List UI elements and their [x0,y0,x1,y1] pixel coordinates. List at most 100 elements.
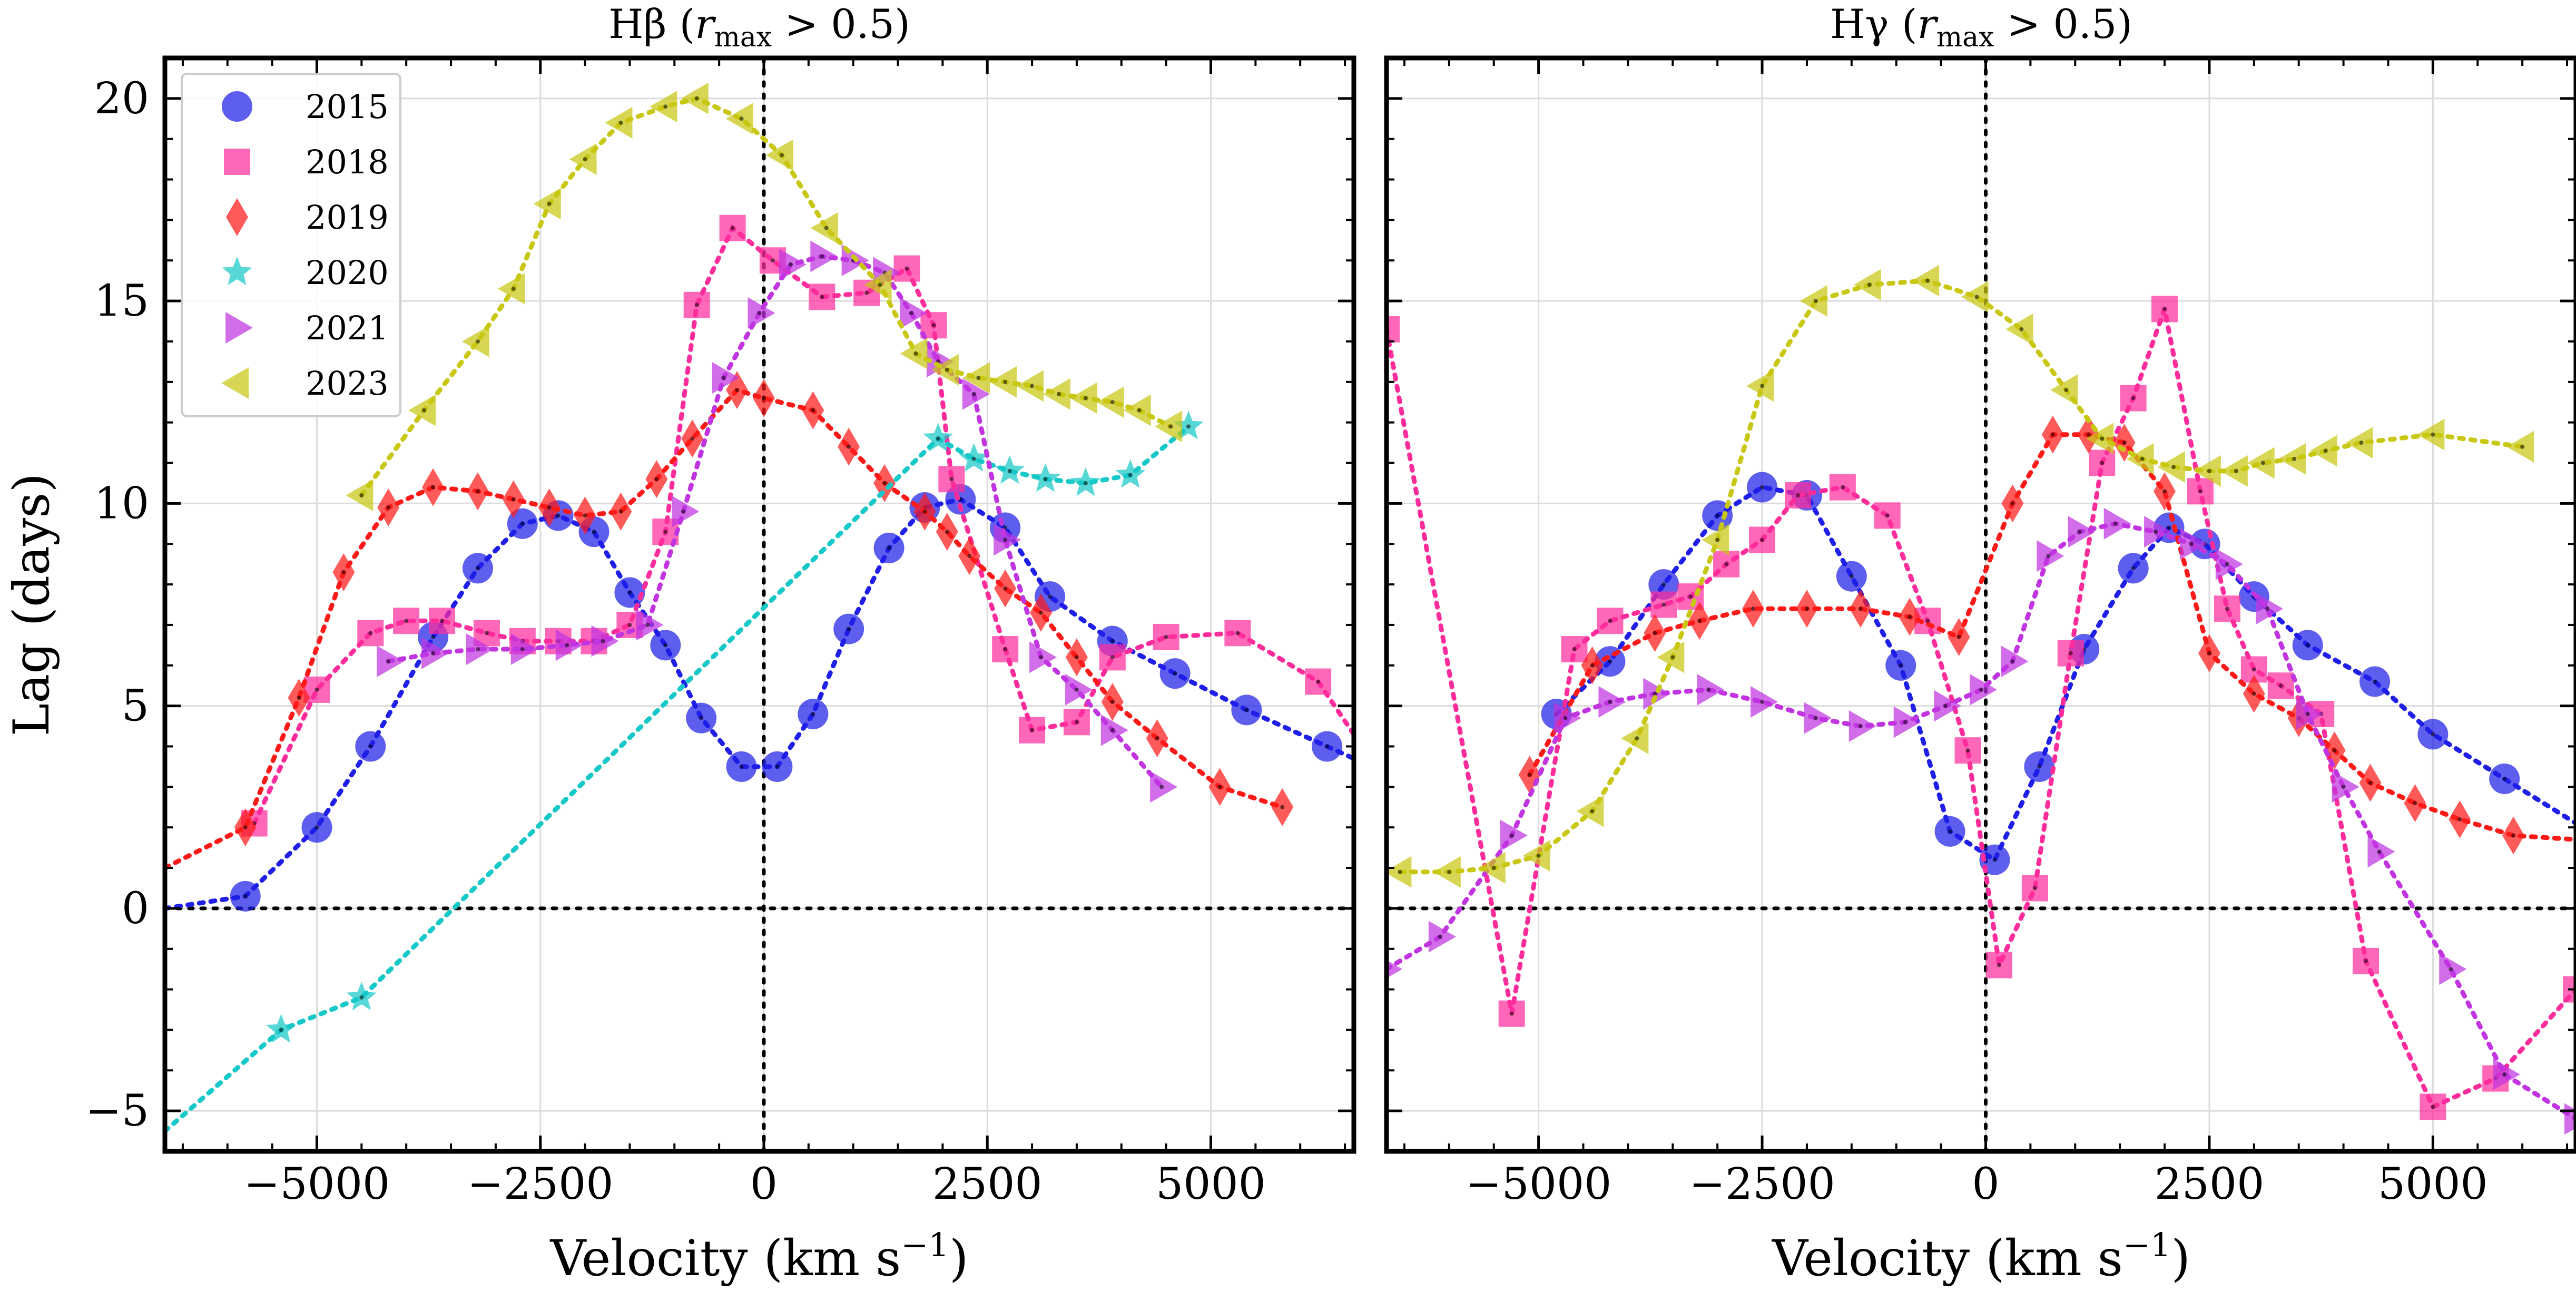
data-point-center [1074,720,1079,725]
data-point-center [1043,477,1048,482]
data-point-center [2260,461,2265,465]
panel-title-rest: > 0.5) [1994,1,2132,47]
data-point-center [1398,869,1402,874]
series-line-2018 [252,224,1354,826]
data-point-center [627,590,632,595]
data-point-center [739,116,744,121]
data-point-center [1715,537,1720,542]
data-point-center [1056,392,1061,396]
data-point-center [1447,869,1451,874]
data-point-center [386,659,391,664]
data-point-center [1688,594,1693,599]
data-point-center [2189,542,2194,546]
data-point-center [1760,485,1765,490]
legend-label-2023: 2023 [306,364,389,403]
data-point-center [847,444,851,449]
data-point-center [2251,667,2256,672]
data-point-center [1885,513,1890,518]
panel-title-r: r [695,1,716,47]
data-point-center [878,282,882,287]
data-point-center [936,436,940,441]
panel-title: Hγ (rmax > 0.5) [1830,1,2132,53]
data-point-center [1813,716,1818,720]
data-point-center [2167,525,2171,530]
legend-label-2015: 2015 [306,87,389,126]
series-line-2023 [1398,278,2525,875]
data-point-center [1956,634,1961,639]
data-point-center [922,509,927,514]
data-point-center [694,302,699,307]
data-point-center [440,619,445,623]
x-axis-label: Velocity (km s−1) [1772,1226,2190,1287]
data-point-center [431,485,436,490]
data-point-center [811,408,815,413]
data-point-center [2234,468,2238,473]
data-point-center [1509,1011,1514,1016]
legend-label-2018: 2018 [306,143,389,181]
data-point-center [739,764,744,769]
legend-label-2020: 2020 [306,253,389,292]
y-tick-label: −5 [85,1086,149,1136]
data-point-center [1903,720,1908,725]
y-tick-label: 5 [122,681,149,731]
data-point-center [2292,456,2297,461]
data-point-center [1159,785,1164,789]
data-point-center [663,530,668,534]
data-point-center [1110,728,1115,732]
data-point-center [1074,687,1079,692]
data-point-center [314,687,319,692]
data-point-center [971,392,976,396]
data-point-center [645,622,650,627]
x-axis-label-main: Velocity (km s [1772,1230,2123,1287]
data-point-center [475,339,480,344]
data-point-center [1030,384,1035,388]
legend-label-2021: 2021 [306,309,389,347]
x-axis-label-main: Velocity (km s [550,1230,901,1287]
data-point-center [1858,724,1863,729]
data-point-center [2377,849,2382,854]
data-point-center [511,287,516,291]
data-point-center [2046,554,2051,559]
data-point-center [2265,607,2270,611]
data-point-center [386,505,391,510]
data-point-center [556,513,561,518]
data-point-center [2413,801,2417,806]
data-point-center [475,489,480,494]
data-point-center [2064,388,2069,393]
data-point-center [663,104,668,109]
x-tick-label: −5000 [1466,1159,1611,1209]
x-tick-label: −5000 [244,1159,390,1209]
data-point-center [1804,607,1809,611]
data-point-center [1635,736,1639,741]
data-point-center [2131,566,2136,571]
data-point-center [1965,748,1970,753]
data-point-center [1563,716,1568,720]
x-tick-label: 2500 [932,1159,1043,1209]
data-point-center [547,505,552,510]
data-point-center [1003,647,1008,652]
data-point-center [1235,631,1240,635]
data-point-center [1795,493,1800,497]
data-point-center [735,388,740,393]
data-point-center [811,712,815,716]
data-point-center [1925,278,1930,283]
legend-marker-2020 [222,257,252,286]
data-point-center [2305,712,2310,716]
panel-title-main: Hγ ( [1830,1,1918,47]
data-point-center [1590,663,1595,668]
data-point-center [368,744,373,749]
x-axis-label-close: ) [949,1230,969,1287]
legend-marker-2015 [222,91,252,122]
x-axis-label-sup: −1 [2123,1226,2171,1264]
data-point-center [820,254,824,259]
data-point-center [1572,647,1577,652]
data-point-center [1007,468,1012,473]
data-point-center [1908,614,1912,619]
data-point-center [887,545,891,550]
series-line-2019 [165,387,1285,871]
data-point-center [627,622,632,627]
data-point-center [2431,732,2435,737]
data-point-center [681,509,686,514]
data-point-center [1527,772,1532,777]
